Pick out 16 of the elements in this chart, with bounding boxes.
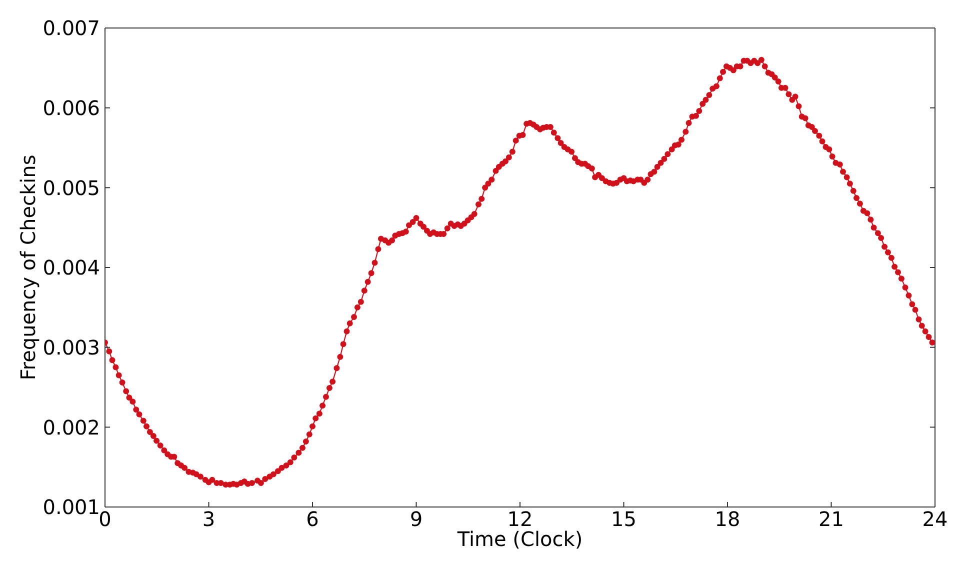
x-tick-label: 18 xyxy=(714,507,740,531)
y-tick-label: 0.004 xyxy=(42,256,100,280)
x-tick-label: 0 xyxy=(98,507,112,531)
y-tick-label: 0.001 xyxy=(42,495,100,520)
y-tick-label: 0.002 xyxy=(42,415,100,440)
y-tick-label: 0.006 xyxy=(42,96,100,120)
y-tick-label: 0.005 xyxy=(42,176,100,200)
x-tick-label: 6 xyxy=(306,507,319,531)
x-tick-label: 21 xyxy=(818,507,844,531)
x-tick-label: 9 xyxy=(410,507,423,531)
y-tick-label: 0.003 xyxy=(42,336,100,360)
x-tick-label: 3 xyxy=(202,507,216,531)
y-axis-title: Frequency of Checkins xyxy=(16,154,40,380)
y-tick-label: 0.007 xyxy=(42,16,100,40)
x-tick-label: 15 xyxy=(611,507,636,531)
x-tick-label: 24 xyxy=(922,507,948,531)
